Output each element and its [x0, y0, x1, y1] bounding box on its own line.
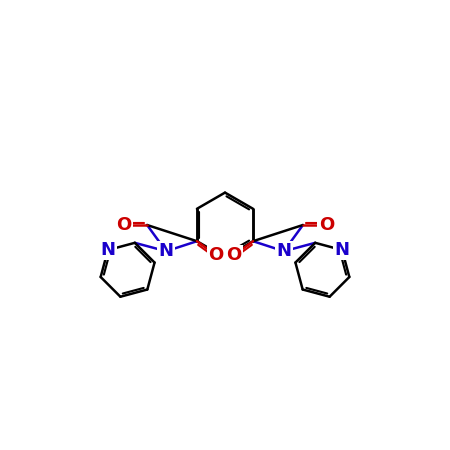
Text: N: N: [276, 242, 291, 260]
Text: N: N: [335, 241, 350, 259]
Text: O: O: [319, 216, 334, 234]
Text: O: O: [116, 216, 131, 234]
Text: N: N: [159, 242, 174, 260]
Text: O: O: [208, 246, 224, 264]
Text: N: N: [100, 241, 115, 259]
Text: O: O: [226, 246, 242, 264]
